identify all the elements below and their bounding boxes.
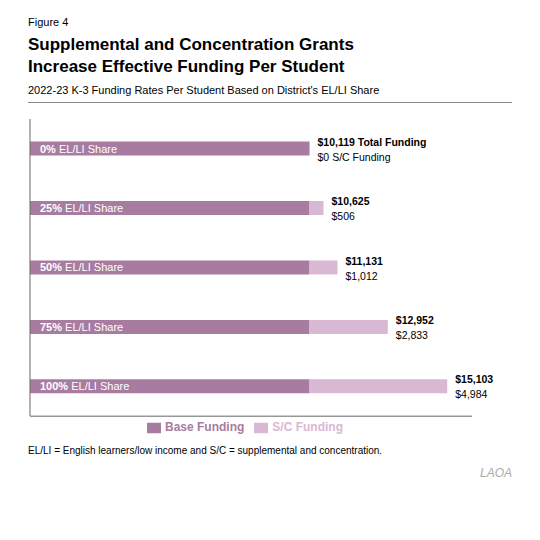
svg-text:$2,833: $2,833 — [396, 329, 428, 341]
html-text:LAOA: LAOA — [480, 466, 512, 480]
html-text:S/C Funding: S/C Funding — [272, 420, 343, 435]
svg-text:$12,952: $12,952 — [396, 314, 434, 326]
svg-text:$0 S/C Funding: $0 S/C Funding — [318, 151, 391, 163]
svg-text:25% EL/LI Share: 25% EL/LI Share — [40, 202, 123, 214]
svg-text:$506: $506 — [332, 210, 356, 222]
svg-text:75% EL/LI Share: 75% EL/LI Share — [40, 321, 123, 333]
html-text:Increase Effective Funding Per: Increase Effective Funding Per Student — [28, 57, 345, 76]
svg-text:$11,131: $11,131 — [345, 255, 383, 267]
svg-text:$4,984: $4,984 — [455, 388, 487, 400]
html-text:Supplemental and Concentration: Supplemental and Concentration Grants — [28, 35, 354, 54]
svg-text:$1,012: $1,012 — [345, 270, 377, 282]
html-text:Figure 4: Figure 4 — [28, 16, 69, 28]
svg-text:$15,103: $15,103 — [455, 373, 493, 385]
html-text:EL/LI = English learners/low i: EL/LI = English learners/low income and … — [28, 445, 383, 456]
svg-text:0% EL/LI Share: 0% EL/LI Share — [40, 143, 117, 155]
html-text:2022-23 K-3 Funding Rates Per: 2022-23 K-3 Funding Rates Per Student Ba… — [28, 84, 380, 96]
html-text:Base Funding: Base Funding — [165, 420, 245, 435]
svg-text:100% EL/LI Share: 100% EL/LI Share — [40, 380, 129, 392]
svg-text:$10,119 Total Funding: $10,119 Total Funding — [318, 136, 427, 148]
svg-text:50% EL/LI Share: 50% EL/LI Share — [40, 261, 123, 273]
svg-text:$10,625: $10,625 — [332, 195, 370, 207]
